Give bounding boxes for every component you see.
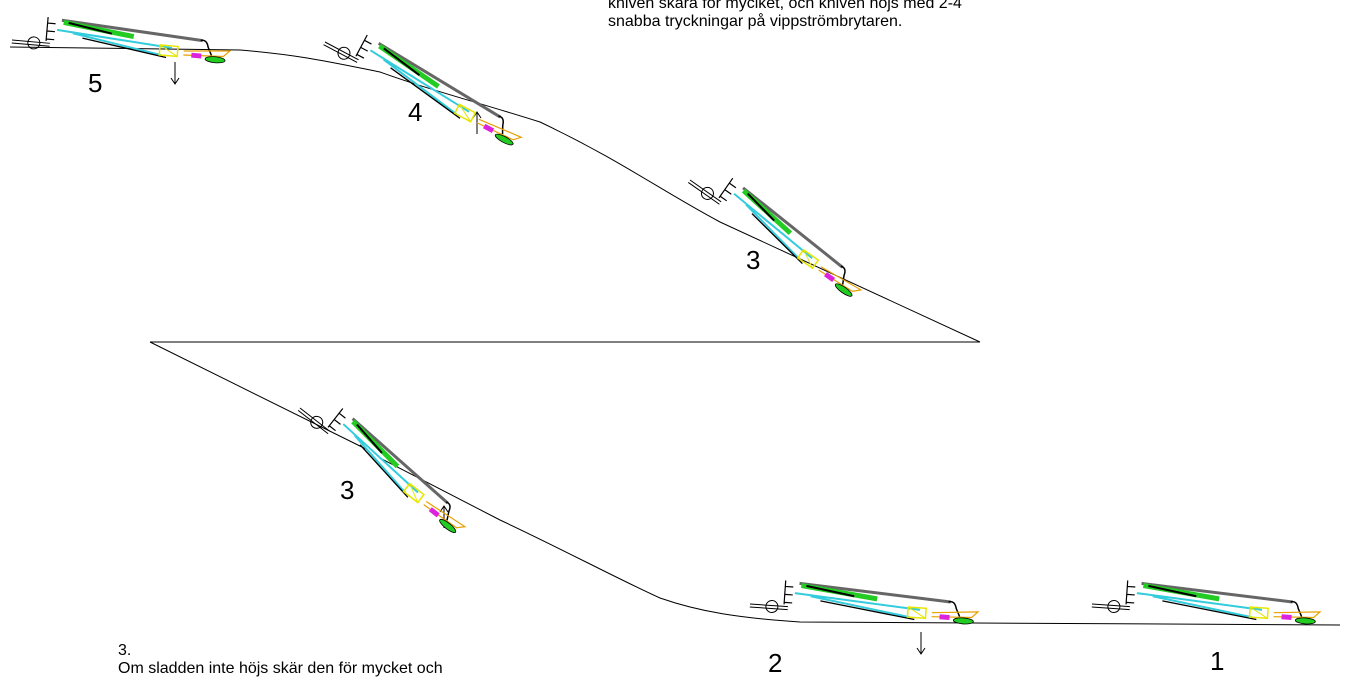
- arrow-down-1: [170, 62, 180, 85]
- stage-label-3-upper: 3: [746, 245, 761, 275]
- arrows-layer: [170, 62, 926, 655]
- sled-machine-3: [687, 177, 863, 297]
- stage-label-1: 1: [1210, 646, 1225, 676]
- stage-label-4: 4: [408, 97, 423, 127]
- sled-machine-5: [749, 580, 980, 625]
- bottom-note-number: 3.: [118, 642, 132, 659]
- sled-machine-4: [297, 407, 467, 533]
- bottom-note-text: Om sladden inte höjs skär den för mycket…: [118, 660, 443, 677]
- sleds-layer: [11, 17, 1322, 625]
- ground-line-lower-a: [149, 341, 369, 451]
- bottom-instruction-note: 3. Om sladden inte höjs skär den för myc…: [118, 642, 443, 678]
- top-instruction-note: kniven skära för myclket, och kniven höj…: [608, 0, 962, 31]
- stage-label-2: 2: [768, 648, 783, 678]
- sled-machine-2: [323, 34, 523, 146]
- sled-machine-6: [1091, 580, 1322, 625]
- ground-line-upper: [9, 46, 981, 343]
- stage-label-3-lower: 3: [340, 475, 355, 505]
- top-note-line-1: kniven skära för myclket, och kniven höj…: [608, 0, 962, 12]
- sled-machine-1: [11, 17, 232, 64]
- stage-label-5: 5: [88, 68, 103, 98]
- arrow-down-5: [916, 632, 926, 655]
- ground-line-lower-b: [379, 457, 1341, 626]
- top-note-line-2: snabba tryckningar på vippströmbrytaren.: [608, 13, 903, 30]
